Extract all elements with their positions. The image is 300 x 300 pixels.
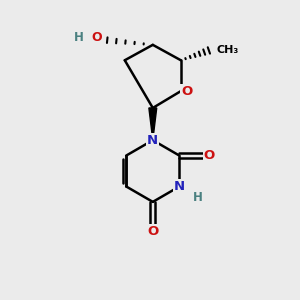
Polygon shape [149,108,157,140]
Text: H: H [193,191,202,204]
Text: N: N [174,180,185,193]
Text: H: H [74,31,84,44]
Text: O: O [147,225,158,239]
Text: O: O [92,31,102,44]
Text: CH₃: CH₃ [217,45,239,56]
Text: O: O [204,149,215,162]
Text: N: N [147,134,158,147]
Text: O: O [182,85,193,98]
